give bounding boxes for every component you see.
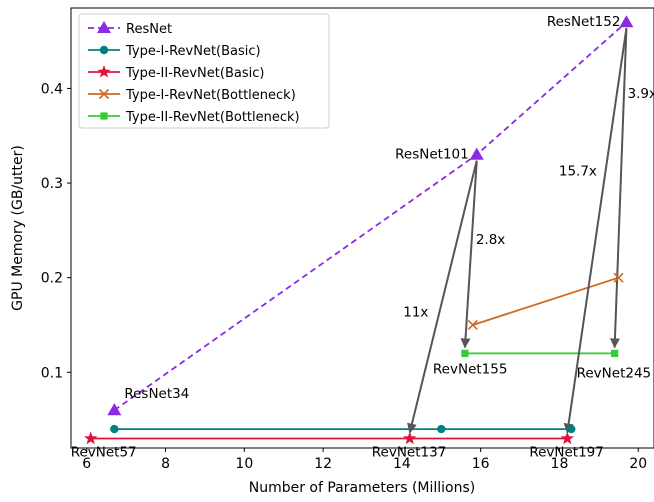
- data-point: [110, 424, 119, 434]
- x-tick-label: 12: [314, 456, 332, 472]
- ratio-label: 11x: [403, 305, 428, 321]
- ratio-arrow: [460, 160, 478, 349]
- data-point: [619, 15, 634, 28]
- y-axis-label: GPU Memory (GB/utter): [10, 145, 26, 311]
- legend-marker: [99, 45, 109, 55]
- series-line: [472, 276, 619, 326]
- y-tick-label: 0.4: [41, 81, 63, 97]
- legend-entry: Type-I-RevNet(Basic): [125, 44, 261, 59]
- ratio-label: 2.8x: [476, 232, 505, 248]
- x-tick-label: 16: [472, 456, 490, 472]
- legend-marker: [98, 88, 110, 100]
- data-point: [567, 424, 576, 434]
- point-label: RevNet245: [577, 365, 652, 381]
- ratio-label: 3.9x: [628, 86, 654, 102]
- data-point: [560, 431, 574, 445]
- legend-marker: [97, 65, 111, 78]
- legend-entry: Type-I-RevNet(Bottleneck): [125, 88, 296, 103]
- point-label: ResNet152: [547, 14, 621, 30]
- plot-area-frame: [70, 7, 654, 449]
- legend-marker: [100, 112, 108, 120]
- legend: ResNet Type-I-RevNet(Basic) Type-II-RevNet…: [78, 13, 330, 129]
- x-tick-label: 10: [235, 456, 253, 472]
- x-tick-label: 8: [161, 456, 170, 472]
- data-point: [469, 147, 484, 160]
- data-point: [611, 349, 619, 357]
- point-label: RevNet197: [529, 445, 604, 461]
- data-point: [613, 272, 624, 283]
- x-tick-label: 18: [551, 456, 569, 472]
- y-tick-label: 0.1: [41, 365, 63, 381]
- point-label: RevNet57: [71, 445, 137, 461]
- legend-marker: [97, 21, 111, 34]
- x-tick-label: 6: [82, 456, 91, 472]
- y-tick-label: 0.2: [41, 271, 63, 287]
- data-point: [437, 424, 446, 434]
- x-tick-label: 14: [393, 456, 411, 472]
- point-label: ResNet34: [124, 386, 189, 402]
- y-tick-label: 0.3: [41, 176, 63, 192]
- legend-box: [78, 13, 330, 129]
- legend-entry: Type-II-RevNet(Basic): [125, 66, 264, 81]
- ratio-arrow: [407, 160, 478, 434]
- data-point: [467, 319, 478, 331]
- data-point: [107, 403, 122, 416]
- x-axis-label: Number of Parameters (Millions): [249, 480, 476, 496]
- point-label: RevNet137: [372, 445, 447, 461]
- point-label: RevNet155: [433, 361, 508, 377]
- legend-entry: ResNet: [126, 22, 172, 37]
- ratio-arrow: [609, 28, 628, 349]
- point-label: ResNet101: [395, 147, 469, 163]
- x-tick-label: 20: [629, 456, 647, 472]
- data-point: [84, 431, 98, 445]
- data-point: [461, 349, 469, 357]
- ratio-arrow: [563, 28, 628, 434]
- ratio-label: 15.7x: [559, 163, 597, 179]
- data-point: [403, 431, 417, 445]
- legend-entry: Type-II-RevNet(Bottleneck): [125, 110, 300, 125]
